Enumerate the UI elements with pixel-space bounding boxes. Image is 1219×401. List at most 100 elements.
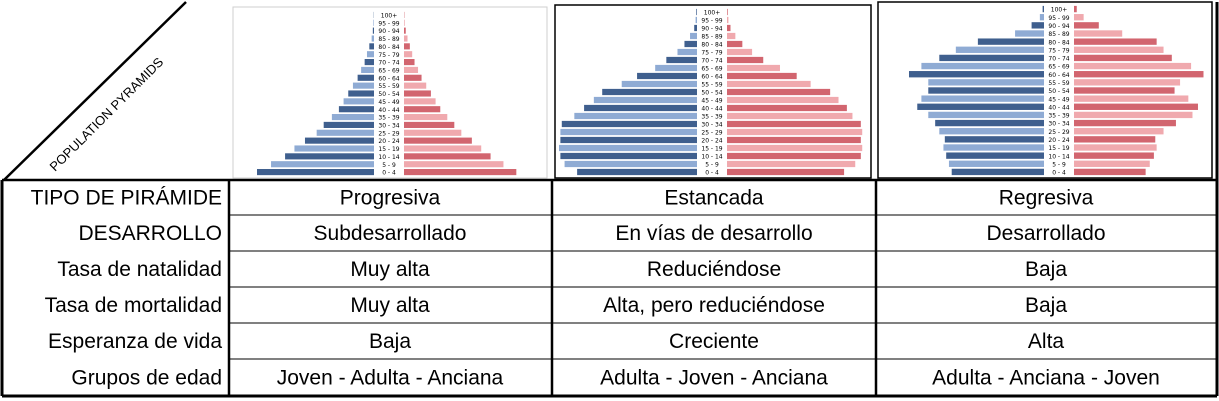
female-bar	[404, 114, 448, 121]
male-bar	[352, 82, 374, 89]
male-bar	[977, 38, 1044, 45]
age-tick-label: 5 - 9	[1052, 161, 1066, 168]
row-label: Grupos de edad	[71, 367, 222, 390]
age-tick-label: 75 - 79	[701, 50, 722, 57]
male-bar	[955, 46, 1044, 53]
age-tick-label: 45 - 49	[378, 99, 399, 106]
female-bar	[727, 152, 861, 160]
male-bar	[948, 160, 1044, 167]
female-bar	[727, 40, 743, 48]
table-cell: Baja	[369, 330, 411, 353]
age-tick-label: 90 - 94	[378, 28, 399, 35]
age-tick-label: 95 - 99	[1048, 15, 1069, 22]
male-bar	[271, 161, 374, 168]
female-bar	[1074, 87, 1175, 94]
corner-diagonal-line	[3, 1, 187, 181]
female-bar	[727, 112, 853, 120]
age-tick-label: 100+	[704, 10, 720, 17]
age-tick-label: 85 - 89	[1048, 31, 1069, 38]
male-bar	[560, 128, 697, 136]
female-bar	[727, 128, 863, 136]
male-bar	[304, 137, 374, 144]
male-bar	[331, 114, 374, 121]
age-tick-label: 55 - 59	[701, 82, 722, 89]
row-label: Tasa de mortalidad	[45, 294, 222, 317]
age-tick-label: 50 - 54	[378, 91, 399, 98]
female-bar	[404, 66, 419, 73]
age-tick-label: 20 - 24	[1048, 137, 1069, 144]
age-tick-label: 50 - 54	[1048, 88, 1069, 95]
age-tick-label: 45 - 49	[1048, 96, 1069, 103]
male-bar	[637, 72, 697, 80]
female-bar	[1074, 79, 1181, 86]
female-bar	[727, 88, 831, 96]
female-bar	[727, 96, 839, 104]
age-tick-label: 30 - 34	[378, 122, 399, 129]
age-tick-label: 75 - 79	[1048, 47, 1069, 54]
female-bar	[727, 32, 736, 40]
male-bar	[361, 66, 374, 73]
table-cell: Alta, pero reduciéndose	[603, 294, 825, 317]
male-bar	[935, 119, 1044, 127]
row-label: Esperanza de vida	[48, 330, 222, 353]
male-bar	[372, 27, 374, 34]
table-cell: Muy alta	[350, 294, 430, 317]
age-tick-label: 100+	[1051, 7, 1067, 14]
female-bar	[404, 35, 408, 42]
male-bar	[1031, 22, 1044, 29]
male-bar	[371, 35, 374, 42]
male-bar	[939, 128, 1044, 135]
table-cell: Joven - Adulta - Anciana	[277, 367, 504, 390]
male-bar	[621, 80, 697, 88]
female-bar	[1074, 22, 1099, 29]
male-bar	[369, 43, 374, 50]
female-bar	[727, 56, 764, 64]
female-bar	[727, 64, 780, 72]
table-cell: Progresiva	[340, 187, 441, 210]
male-bar	[1042, 5, 1044, 13]
male-bar	[577, 168, 697, 176]
female-bar	[727, 160, 856, 168]
female-bar	[1074, 128, 1164, 135]
female-bar	[404, 51, 413, 58]
male-bar	[677, 48, 697, 56]
age-tick-label: 20 - 24	[701, 138, 722, 145]
age-tick-label: 70 - 74	[378, 60, 399, 67]
pyramid-frame-1	[232, 6, 548, 179]
age-tick-label: 75 - 79	[378, 52, 399, 59]
male-bar	[917, 103, 1044, 110]
age-tick-label: 95 - 99	[701, 18, 722, 25]
male-bar	[921, 62, 1044, 70]
male-bar	[366, 51, 374, 58]
female-bar	[1074, 46, 1164, 53]
male-bar	[357, 74, 374, 81]
male-bar	[655, 64, 697, 72]
male-bar	[928, 87, 1044, 94]
corner-label: POPULATION PYRAMIDS	[47, 54, 167, 174]
male-bar	[1039, 14, 1044, 21]
female-bar	[727, 8, 728, 16]
male-bar	[602, 88, 697, 96]
female-bar	[1074, 62, 1192, 70]
male-bar	[348, 90, 374, 97]
male-bar	[943, 144, 1044, 151]
female-bar	[404, 121, 455, 128]
age-tick-label: 65 - 69	[701, 66, 722, 73]
age-tick-label: 55 - 59	[378, 83, 399, 90]
male-bar	[690, 32, 697, 40]
female-bar	[1074, 136, 1156, 143]
female-bar	[404, 59, 415, 66]
female-bar	[404, 153, 491, 160]
female-bar	[404, 82, 427, 89]
age-tick-label: 5 - 9	[705, 162, 719, 169]
male-bar	[323, 121, 374, 128]
age-tick-label: 85 - 89	[701, 34, 722, 41]
male-bar	[338, 106, 374, 113]
female-bar	[727, 80, 811, 88]
age-tick-label: 80 - 84	[1048, 39, 1069, 46]
age-tick-label: 20 - 24	[378, 138, 399, 145]
female-bar	[727, 120, 861, 128]
female-bar	[1074, 38, 1157, 45]
age-tick-label: 15 - 19	[1048, 145, 1069, 152]
female-bar	[1074, 54, 1172, 62]
